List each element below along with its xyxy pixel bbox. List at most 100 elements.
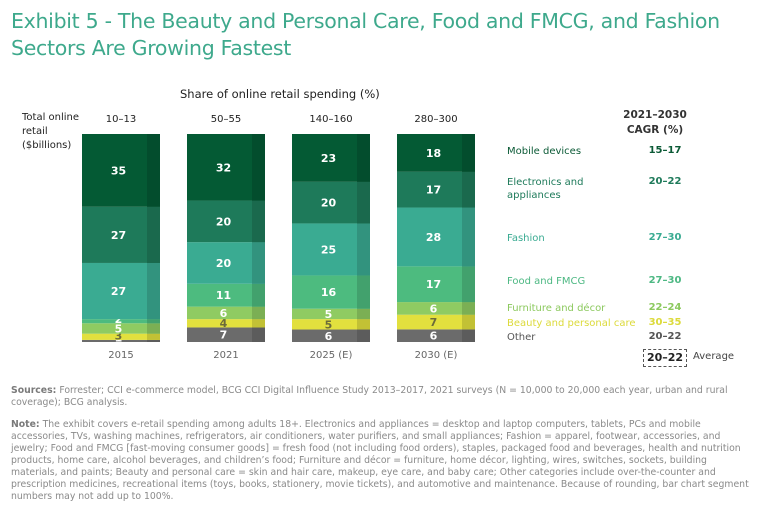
bar-data-label: 2 xyxy=(115,313,123,326)
bar-data-label: 6 xyxy=(430,330,438,343)
bar-segment-shade xyxy=(462,134,475,172)
bar-segment-shade xyxy=(357,319,370,330)
bar-data-label: 5 xyxy=(325,308,333,321)
bar-data-label: 32 xyxy=(216,161,231,174)
cagr-header-line: 2021–2030 xyxy=(623,109,687,121)
sources-note: Sources: Forrester; CCI e-commerce model… xyxy=(11,385,756,409)
bar-segment-shade xyxy=(462,314,475,330)
legend-cagr-value: 15–17 xyxy=(648,145,682,156)
bar-total-label: 140–160 xyxy=(309,114,353,125)
bar-segment-shade xyxy=(147,339,160,342)
bar-segment-shade xyxy=(147,206,160,263)
bar-segment-shade xyxy=(147,319,160,324)
bar-segment-beauty-and-personal-care xyxy=(397,314,475,330)
bar-segment-shade xyxy=(147,323,160,334)
legend-cagr-value: 22–24 xyxy=(648,302,682,313)
x-tick-label: 2021 xyxy=(213,350,239,361)
bar-data-label: 20 xyxy=(321,197,337,210)
bar-total-label: 10–13 xyxy=(105,114,137,125)
bar-data-label: 6 xyxy=(325,330,333,343)
bar-data-label: 23 xyxy=(321,152,336,165)
average-label: Average xyxy=(693,351,735,362)
bar-data-label: 27 xyxy=(111,285,126,298)
bar-segment-shade xyxy=(252,134,265,201)
bar-data-label: 28 xyxy=(426,231,441,244)
note-text: The exhibit covers e-retail spending amo… xyxy=(11,419,749,502)
bar-segment-shade xyxy=(357,223,370,276)
bar-data-label: 20 xyxy=(216,257,232,270)
bar-data-label: 7 xyxy=(430,316,438,329)
bar-segment-shade xyxy=(252,327,265,342)
bar-data-label: 11 xyxy=(216,289,231,302)
bar-segment-other xyxy=(292,329,370,342)
note-label: Note: xyxy=(11,419,40,430)
bar-segment-shade xyxy=(357,181,370,224)
bar-segment-furniture-and-d-cor xyxy=(292,308,370,320)
legend-cagr-value: 30–35 xyxy=(648,317,682,328)
x-tick-label: 2025 (E) xyxy=(309,350,353,361)
bar-segment-shade xyxy=(147,262,160,320)
bar-segment-shade xyxy=(252,283,265,307)
bar-segment-shade xyxy=(357,134,370,182)
bar-data-label: 5 xyxy=(115,322,123,335)
bar-data-label: 25 xyxy=(321,243,336,256)
bar-segment-shade xyxy=(252,200,265,243)
bar-data-label: 3 xyxy=(115,329,123,342)
x-tick-label: 2030 (E) xyxy=(414,350,458,361)
bar-segment-beauty-and-personal-care xyxy=(187,319,265,328)
bar-segment-shade xyxy=(462,329,475,342)
bar-segment-shade xyxy=(357,275,370,309)
bar-segment-furniture-and-d-cor xyxy=(82,323,160,334)
bar-segment-shade xyxy=(462,207,475,267)
bar-data-label: 20 xyxy=(216,215,232,228)
bar-segment-shade xyxy=(462,302,475,315)
bar-segment-shade xyxy=(357,308,370,320)
legend-cagr-value: 20–22 xyxy=(648,331,682,342)
bar-data-label: 17 xyxy=(426,184,441,197)
y-axis-header: Total online retail ($billions) xyxy=(22,111,79,153)
y-axis-header-line: retail xyxy=(22,126,48,137)
cagr-header-line: CAGR (%) xyxy=(626,124,684,136)
legend-label: Mobile devices xyxy=(507,146,582,157)
bar-segment-shade xyxy=(147,134,160,207)
legend-cagr-value: 27–30 xyxy=(648,232,682,243)
bar-segment-furniture-and-d-cor xyxy=(397,302,475,315)
bar-segment-other xyxy=(82,339,160,342)
bar-data-label: 5 xyxy=(325,318,333,331)
bar-data-label: 16 xyxy=(321,286,337,299)
bar-data-label: 35 xyxy=(111,164,126,177)
legend-cagr-value: 27–30 xyxy=(648,275,682,286)
y-axis-header-line: ($billions) xyxy=(22,140,72,151)
sources-label: Sources: xyxy=(11,385,57,396)
bar-total-label: 50–55 xyxy=(210,114,242,125)
bar-data-label: 6 xyxy=(430,302,438,315)
average-cagr-box: 20–22 xyxy=(643,349,687,367)
bar-segment-beauty-and-personal-care xyxy=(82,333,160,340)
bar-segment-shade xyxy=(147,333,160,340)
bar-segment-food-and-fmcg xyxy=(187,283,265,307)
x-tick-label: 2015 xyxy=(108,350,134,361)
bar-segment-furniture-and-d-cor xyxy=(187,306,265,320)
legend-label: Beauty and personal care xyxy=(507,318,636,329)
bar-segment-shade xyxy=(252,306,265,320)
bar-segment-shade xyxy=(252,319,265,328)
bar-segment-other xyxy=(187,327,265,342)
bar-total-label: 280–300 xyxy=(414,114,458,125)
bar-segment-shade xyxy=(462,266,475,303)
cagr-header: 2021–2030 CAGR (%) xyxy=(615,108,695,138)
bar-data-label: 7 xyxy=(220,329,228,342)
bar-segment-other xyxy=(397,329,475,342)
chart-subtitle: Share of online retail spending (%) xyxy=(180,87,380,101)
bar-data-label: 18 xyxy=(426,147,441,160)
legend-label: Food and FMCG xyxy=(507,276,586,287)
legend-cagr-value: 20–22 xyxy=(648,176,682,187)
legend-label: Other xyxy=(507,332,536,343)
bar-data-label: 4 xyxy=(220,317,228,330)
y-axis-header-line: Total online xyxy=(22,112,80,123)
sources-text: Forrester; CCI e-commerce model, BCG CCI… xyxy=(11,385,728,408)
bar-segment-shade xyxy=(357,329,370,342)
bar-segment-beauty-and-personal-care xyxy=(292,319,370,330)
legend-label: Fashion xyxy=(507,233,545,244)
bar-segment-shade xyxy=(462,171,475,208)
